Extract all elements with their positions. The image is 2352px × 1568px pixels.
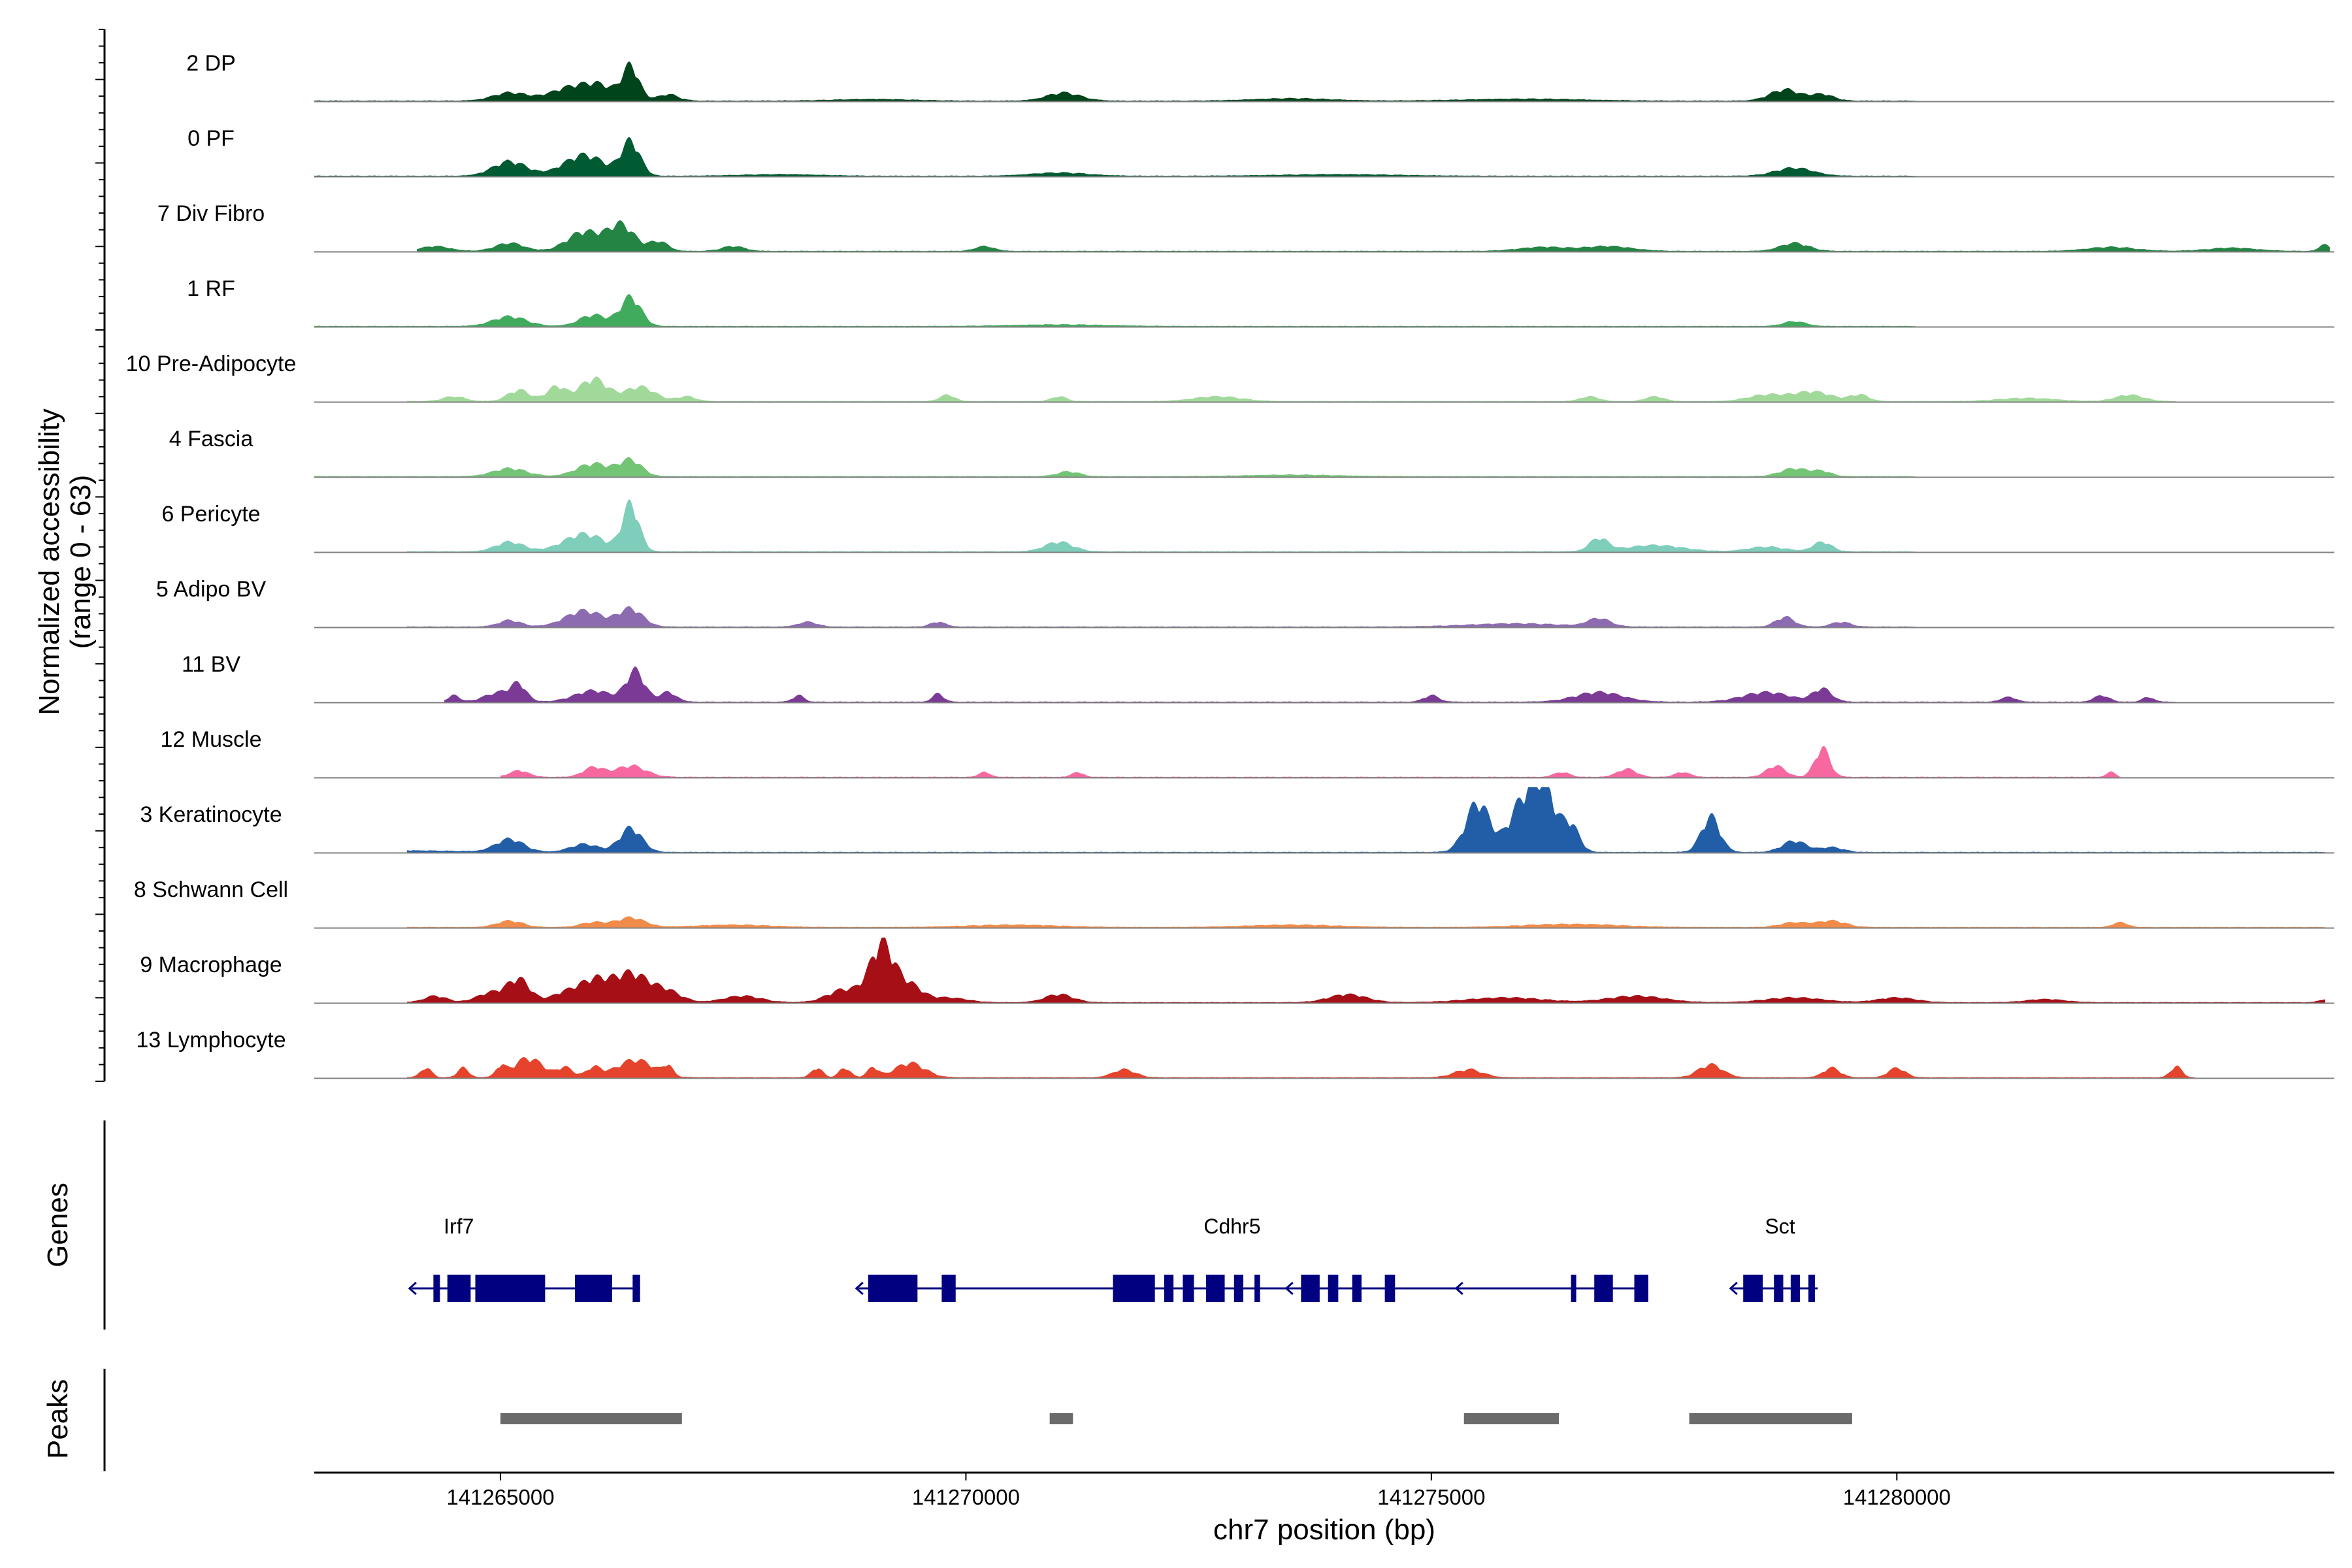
gene-exon [1352,1275,1362,1302]
gene-exon [1164,1275,1174,1302]
gene-irf7: Irf7 [408,1215,640,1302]
gene-exon [1328,1275,1339,1302]
peaks-track-label: Peaks [42,1379,74,1459]
strand-arrow [1454,1281,1463,1296]
coverage-signal [407,499,1916,552]
gene-exon [1774,1275,1784,1302]
gene-exon [1206,1275,1225,1302]
coverage-signal [407,606,1916,627]
peak-region [1463,1413,1560,1424]
x-tick-label: 141280000 [1843,1485,1951,1509]
coverage-signal [314,61,1916,101]
gene-exon [1743,1275,1763,1302]
track-label: 2 DP [186,51,236,76]
track-11-bv: 11 BV [182,652,2334,704]
track-label: 6 Pericyte [161,502,260,527]
track-0-pf: 0 PF [188,126,2334,178]
track-label: 10 Pre-Adipocyte [126,351,297,376]
gene-models: Irf7 Cdhr5 Sct [408,1215,1818,1302]
gene-exon [1571,1275,1576,1302]
x-axis-ticks: 141265000 141270000 141275000 141280000 [446,1473,1951,1509]
track-label: 12 Muscle [161,727,262,752]
gene-exon [447,1275,471,1302]
track-3-keratinocyte: 3 Keratinocyte [140,787,2334,854]
coverage-signal [407,938,2325,1003]
gene-exon [632,1275,640,1302]
peak-region [1689,1413,1852,1424]
track-label: 3 Keratinocyte [140,802,282,827]
coverage-signal [407,1057,2195,1078]
strand-arrow [408,1281,417,1296]
peak-region [500,1413,682,1424]
gene-exon [1790,1275,1801,1302]
gene-label: Irf7 [444,1215,474,1238]
gene-exon [1594,1275,1613,1302]
track-label: 0 PF [188,126,235,151]
track-10-pre-adipocyte: 10 Pre-Adipocyte [126,351,2334,403]
gene-exon [1634,1275,1648,1302]
track-label: 8 Schwann Cell [134,877,288,902]
gene-exon [1113,1275,1155,1302]
gene-exon [1301,1275,1320,1302]
gene-exon [1233,1275,1244,1302]
x-tick-label: 141270000 [912,1485,1020,1509]
gene-exon [433,1275,440,1302]
y-axis-ticks [95,29,105,1082]
x-axis-title: chr7 position (bp) [1213,1514,1435,1546]
gene-exon [574,1275,612,1302]
genes-track-label: Genes [42,1183,74,1267]
coverage-tracks: 2 DP 0 PF 7 Div Fibro 1 RF 10 Pre-Adipocyte 4… [126,51,2334,1079]
gene-exon [475,1275,546,1302]
coverage-signal [407,376,2176,402]
gene-exon [1254,1275,1260,1302]
peak-region [1049,1413,1073,1424]
x-tick-label: 141275000 [1377,1485,1485,1509]
gene-sct: Sct [1729,1215,1818,1302]
gene-exon [868,1275,918,1302]
track-label: 1 RF [187,276,235,301]
coverage-signal [444,666,2176,702]
gene-exon [1808,1275,1815,1302]
track-4-fascia: 4 Fascia [169,427,2334,478]
track-6-pericyte: 6 Pericyte [161,499,2334,553]
track-12-muscle: 12 Muscle [161,727,2334,779]
track-1-rf: 1 RF [187,276,2334,328]
track-label: 7 Div Fibro [157,201,265,226]
track-5-adipo-bv: 5 Adipo BV [156,577,2334,629]
strand-arrow [1729,1281,1738,1296]
gene-exon [1384,1275,1396,1302]
gene-cdhr5: Cdhr5 [855,1215,1648,1302]
coverage-signal [407,916,2325,928]
track-7-div-fibro: 7 Div Fibro [157,201,2334,253]
gene-label: Cdhr5 [1203,1215,1260,1238]
track-13-lymphocyte: 13 Lymphocyte [136,1028,2334,1079]
coverage-signal [314,294,1916,327]
y-axis-title: Normalized accessibility (range 0 - 63) [33,408,97,715]
coverage-signal [417,220,2330,252]
coverage-signal [314,457,1916,477]
track-label: 13 Lymphocyte [136,1028,286,1053]
y-axis-title-line2: (range 0 - 63) [65,475,97,649]
gene-exon [1183,1275,1194,1302]
gene-label: Sct [1765,1215,1795,1238]
peak-regions [500,1413,1852,1424]
track-label: 4 Fascia [169,427,253,451]
track-label: 5 Adipo BV [156,577,267,602]
track-label: 9 Macrophage [140,953,282,977]
strand-arrow [1284,1281,1294,1296]
track-2-dp: 2 DP [186,51,2334,103]
strand-arrow [855,1281,864,1296]
y-axis-title-line1: Normalized accessibility [33,408,65,715]
track-8-schwann-cell: 8 Schwann Cell [134,877,2334,929]
gene-exon [941,1275,956,1302]
coverage-signal [314,137,1916,176]
track-label: 11 BV [182,652,240,677]
x-tick-label: 141265000 [446,1485,554,1509]
track-9-macrophage: 9 Macrophage [140,938,2334,1004]
